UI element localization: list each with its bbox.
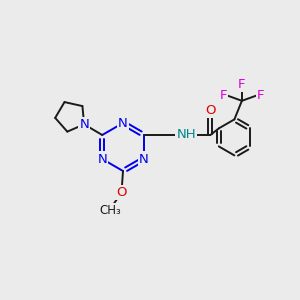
- Text: NH: NH: [176, 128, 196, 141]
- Text: N: N: [139, 152, 149, 166]
- Text: N: N: [97, 152, 107, 166]
- Text: O: O: [205, 104, 216, 117]
- Text: N: N: [79, 118, 89, 131]
- Text: F: F: [257, 89, 264, 102]
- Text: O: O: [116, 186, 127, 199]
- Text: CH₃: CH₃: [99, 203, 121, 217]
- Text: F: F: [220, 89, 227, 102]
- Text: F: F: [238, 78, 246, 91]
- Text: N: N: [118, 116, 128, 130]
